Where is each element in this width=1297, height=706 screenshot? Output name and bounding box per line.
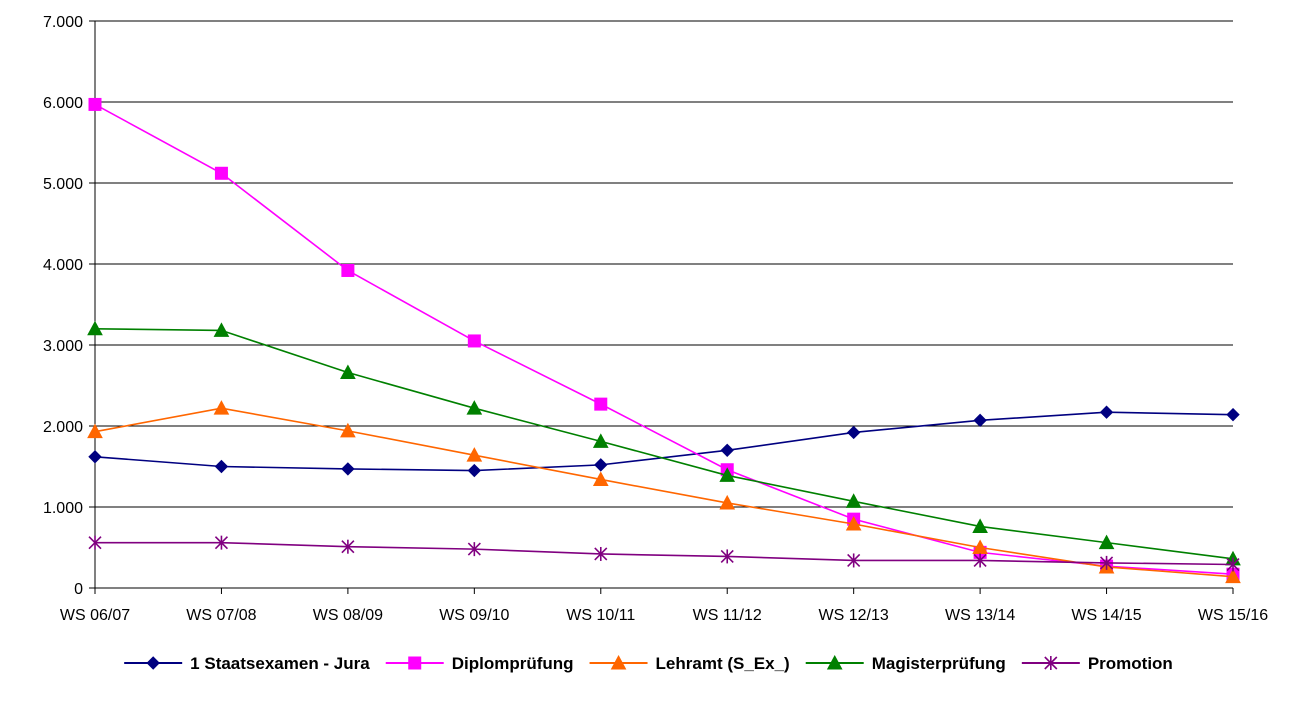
series-1-line	[94, 103, 1234, 576]
legend-marker	[146, 656, 160, 670]
series-4-point	[720, 549, 734, 564]
y-tick-label: 2.000	[43, 419, 83, 436]
series-2-point	[466, 447, 483, 462]
y-tick-label: 1.000	[43, 500, 83, 517]
series-3-point	[845, 493, 862, 508]
legend-marker	[408, 656, 422, 670]
series-3-point	[87, 320, 103, 336]
x-tick-label: WS 10/11	[566, 607, 635, 624]
x-tick-label: WS 07/08	[186, 607, 256, 624]
legend: 1 Staatsexamen - Jura Diplomprüfung Lehram…	[124, 654, 1173, 673]
series-2-point	[340, 422, 356, 438]
series-3-point	[466, 400, 483, 415]
series-1-point	[88, 97, 102, 111]
legend-marker	[1044, 656, 1058, 670]
x-tick-label: WS 09/10	[439, 607, 509, 624]
series-4-point	[214, 535, 229, 550]
x-tick-label: WS 11/12	[693, 607, 762, 624]
x-tick-label: WS 14/15	[1071, 607, 1141, 624]
legend-label: Lehramt (S_Ex_)	[656, 654, 790, 673]
legend-label: Magisterprüfung	[872, 654, 1006, 673]
series-1	[88, 97, 1240, 581]
series-4-point	[973, 553, 987, 568]
series-3	[87, 320, 1241, 566]
series-4-point	[594, 546, 608, 561]
series-group	[87, 97, 1241, 584]
series-4-point	[88, 535, 102, 550]
series-2-point	[1225, 568, 1241, 584]
gridlines	[95, 20, 1233, 508]
series-4	[88, 535, 1240, 572]
series-0-point	[214, 459, 229, 474]
y-tick-label: 7.000	[43, 14, 83, 31]
series-4-line	[95, 541, 1234, 566]
x-tick-label: WS 08/09	[313, 607, 383, 624]
x-tick-label: WS 06/07	[60, 607, 130, 624]
series-0-line	[94, 411, 1234, 472]
legend-item: Magisterprüfung	[805, 654, 1006, 673]
series-4-point	[467, 542, 481, 557]
x-tick-label: WS 15/16	[1198, 607, 1268, 624]
y-tick-label: 6.000	[43, 95, 83, 112]
series-3-point	[213, 322, 230, 337]
legend-marker	[826, 654, 843, 670]
series-0-point	[846, 425, 861, 440]
y-tick-label: 5.000	[43, 176, 83, 193]
legend-label: Diplomprüfung	[452, 654, 574, 673]
series-3-point	[592, 433, 609, 448]
series-3-point	[972, 518, 988, 533]
series-0-point	[594, 458, 608, 472]
y-tick-label: 3.000	[43, 338, 83, 355]
series-1-point	[594, 397, 608, 411]
series-0-point	[973, 413, 987, 428]
legend-item: Diplomprüfung	[385, 654, 574, 673]
series-1-point	[214, 166, 228, 180]
tick-labels: 0 1.000 2.000 3.000 4.000 5.000 6.000 7.000 WS 0…	[43, 14, 1268, 624]
series-0-point	[467, 463, 482, 478]
series-2-point	[213, 400, 230, 415]
series-0-point	[720, 443, 734, 458]
axes	[89, 20, 1234, 594]
series-0-point	[1099, 405, 1114, 419]
series-1-point	[341, 263, 355, 277]
series-2-point	[845, 515, 862, 531]
legend-item: Lehramt (S_Ex_)	[589, 654, 790, 673]
x-tick-label: WS 13/14	[945, 607, 1015, 624]
series-0-point	[341, 462, 355, 476]
legend-item: Promotion	[1021, 654, 1173, 673]
series-2-line	[94, 407, 1234, 578]
series-4-point	[847, 553, 861, 568]
series-2-point	[592, 471, 609, 486]
series-3-point	[1098, 534, 1115, 550]
y-tick-label: 0	[74, 581, 83, 598]
series-0-point	[1226, 407, 1240, 422]
x-tick-label: WS 12/13	[819, 607, 889, 624]
series-4-point	[341, 539, 355, 554]
legend-label: Promotion	[1088, 654, 1173, 673]
series-4-point	[1226, 557, 1240, 572]
legend-marker	[610, 654, 627, 670]
series-2-point	[87, 423, 103, 439]
series-0-point	[88, 450, 102, 464]
series-1-point	[467, 334, 481, 348]
series-3-point	[719, 467, 736, 482]
y-tick-label: 4.000	[43, 257, 83, 274]
legend-label: 1 Staatsexamen - Jura	[190, 654, 370, 673]
legend-item: 1 Staatsexamen - Jura	[124, 654, 370, 673]
series-3-point	[340, 364, 356, 380]
series-4-point	[1099, 555, 1114, 570]
series-2-point	[719, 494, 736, 510]
series-0	[88, 405, 1240, 478]
series-3-line	[94, 328, 1234, 560]
